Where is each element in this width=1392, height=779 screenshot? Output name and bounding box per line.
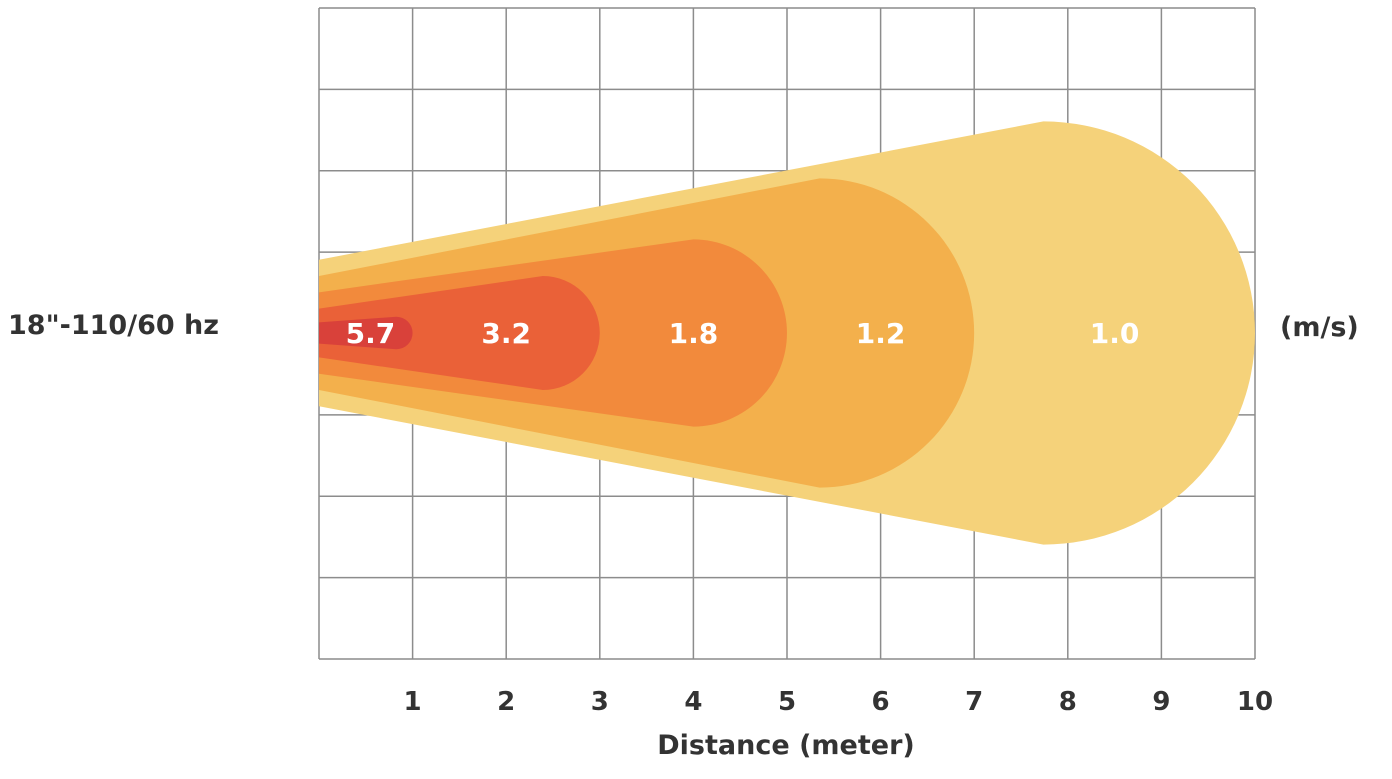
x-tick-label: 5 [778, 687, 796, 717]
x-tick-label: 4 [684, 687, 702, 717]
velocity-zone [319, 276, 600, 390]
x-tick-label: 9 [1152, 687, 1170, 717]
x-tick-label: 7 [965, 687, 983, 717]
zone-velocity-label: 1.0 [1090, 317, 1140, 350]
x-tick-label: 3 [591, 687, 609, 717]
x-tick-label: 8 [1059, 687, 1077, 717]
zone-velocity-label: 5.7 [346, 317, 396, 350]
x-axis-title: Distance (meter) [657, 730, 915, 761]
x-tick-label: 6 [872, 687, 890, 717]
velocity-zone [319, 316, 413, 350]
series-label: 18"-110/60 hz [8, 310, 219, 341]
velocity-zones: 5.7 3.2 1.8 1.2 1.0 [319, 121, 1256, 545]
zone-velocity-label: 1.2 [856, 317, 906, 350]
x-axis-ticks: 1 2 3 4 5 6 7 8 9 10 [404, 687, 1274, 717]
x-tick-label: 1 [404, 687, 422, 717]
zone-velocity-label: 3.2 [481, 317, 531, 350]
x-tick-label: 2 [497, 687, 515, 717]
unit-label: (m/s) [1280, 312, 1359, 343]
zone-velocity-label: 1.8 [669, 317, 719, 350]
x-tick-label: 10 [1237, 687, 1273, 717]
